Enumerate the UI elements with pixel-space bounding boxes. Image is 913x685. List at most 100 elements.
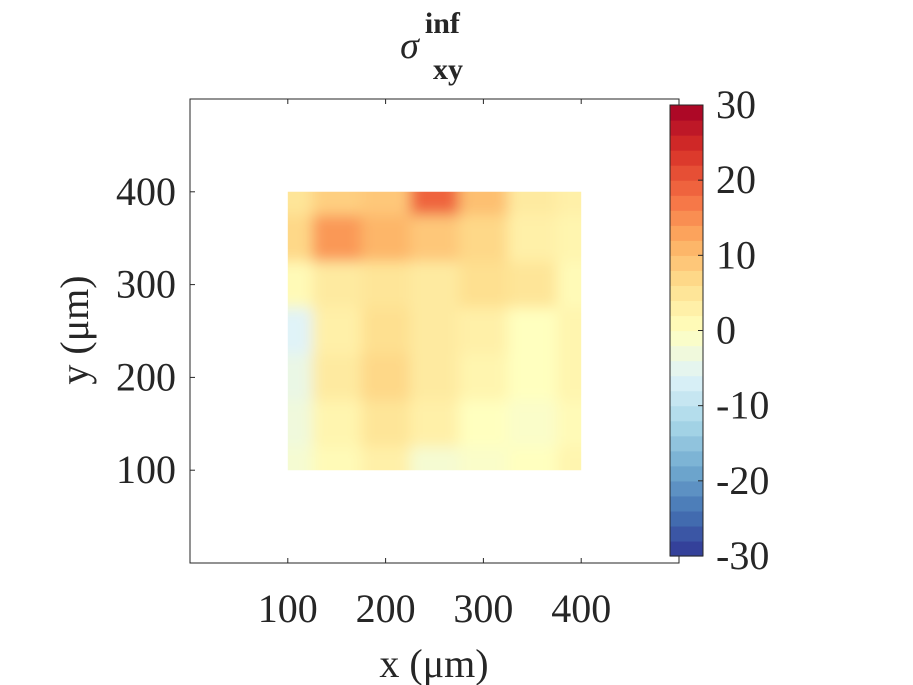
heatmap-cell [556,400,582,448]
heatmap-cell [556,447,582,471]
colorbar-segment [670,420,703,437]
heatmap-cell [458,261,509,309]
heatmap-cell [410,400,460,448]
y-tick-label: 100 [116,447,176,492]
heatmap-cell [458,354,509,402]
colorbar-segment [670,510,703,527]
colorbar-segment [670,240,703,256]
heatmap-cell [361,307,412,356]
heatmap-cell [458,191,509,216]
title-superscript: inf [425,7,461,40]
heatmap-cell [312,261,363,309]
colorbar-segment [670,330,703,347]
heatmap-cell [410,261,460,309]
heatmap-cell [410,447,460,471]
x-axis-label: x (μm) [379,641,488,685]
heatmap-cell [361,261,412,309]
colorbar-segment [670,540,703,557]
colorbar-segment [670,405,703,422]
heatmap-cell [361,447,412,471]
colorbar-tick-label: -20 [716,458,769,503]
plot-area: 100 200 300 400 100 200 300 400 [116,98,680,631]
heatmap-cell [410,191,460,216]
heatmap-cell [556,307,582,356]
heatmap-cell [287,191,314,216]
x-tick-label: 400 [551,586,611,631]
heatmap-cell [556,215,582,263]
colorbar-segment [670,465,703,482]
heatmap-cell [312,354,363,402]
heatmap-cell [458,307,509,356]
heatmap-cell [507,447,558,471]
colorbar-segment [670,120,703,136]
colorbar-segment [670,225,703,241]
heatmap-cell [287,261,314,309]
heatmap-cell [361,215,412,263]
y-tick-label: 200 [116,354,176,399]
heatmap-cell [507,261,558,309]
heatmap-cell [507,400,558,448]
colorbar-segment [670,525,703,542]
x-tick-label: 200 [356,586,416,631]
colorbar-segment [670,150,703,166]
x-tick-label: 300 [453,586,513,631]
heatmap-cell [312,307,363,356]
colorbar-segment [670,270,703,286]
heatmap-cell [556,261,582,309]
heatmap-cell [410,215,460,263]
heatmap-cell [556,354,582,402]
heatmap-cell [287,307,314,356]
heatmap-cell [410,307,460,356]
heatmap-cell [458,215,509,263]
heatmap-cell [287,447,314,471]
colorbar-tick-label: -10 [716,383,769,428]
heatmap-cell [361,354,412,402]
colorbar-tick-label: -30 [716,533,769,578]
colorbar-tick-label: 0 [716,308,736,353]
heatmap-cell [458,400,509,448]
heatmap-cell [361,191,412,216]
colorbar: 30 20 10 0 -10 -20 -30 [669,82,769,578]
colorbar-segment [670,375,703,392]
heatmap-cell [312,191,363,216]
heatmap-cell [507,354,558,402]
colorbar-segment [670,300,703,317]
colorbar-segment [670,195,703,211]
colorbar-segment [670,285,703,302]
heatmap-cell [410,354,460,402]
heatmap-cell [312,447,363,471]
colorbar-segment [670,495,703,512]
heatmap-cell [507,307,558,356]
heatmap-cell [556,191,582,216]
colorbar-segment [670,480,703,497]
colorbar-segment [670,345,703,362]
colorbar-segment [670,390,703,407]
y-axis-label: y (μm) [52,275,97,384]
colorbar-segment [670,180,703,196]
colorbar-tick-label: 10 [716,232,756,277]
colorbar-segment [670,450,703,467]
heatmap-cell [312,400,363,448]
colorbar-tick-label: 30 [716,82,756,127]
colorbar-segment [670,165,703,181]
y-tick-label: 400 [116,169,176,214]
heatmap-cell [361,400,412,448]
heatmap-cell [507,191,558,216]
heatmap-cell [312,215,363,263]
colorbar-segment [670,210,703,226]
title-symbol: σ [400,25,420,67]
colorbar-tick-label: 20 [716,157,756,202]
x-tick-label: 100 [258,586,318,631]
colorbar-segment [670,315,703,332]
heatmap-cell [507,215,558,263]
heatmap-cell [458,447,509,471]
colorbar-segment [670,435,703,452]
chart-title: σ inf xy [400,7,464,86]
colorbar-segment [670,135,703,151]
colorbar-segment [670,105,703,121]
colorbar-segment [670,255,703,271]
title-subscript: xy [433,53,463,86]
colorbar-segment [670,360,703,377]
heatmap [287,191,582,471]
heatmap-cell [287,400,314,448]
